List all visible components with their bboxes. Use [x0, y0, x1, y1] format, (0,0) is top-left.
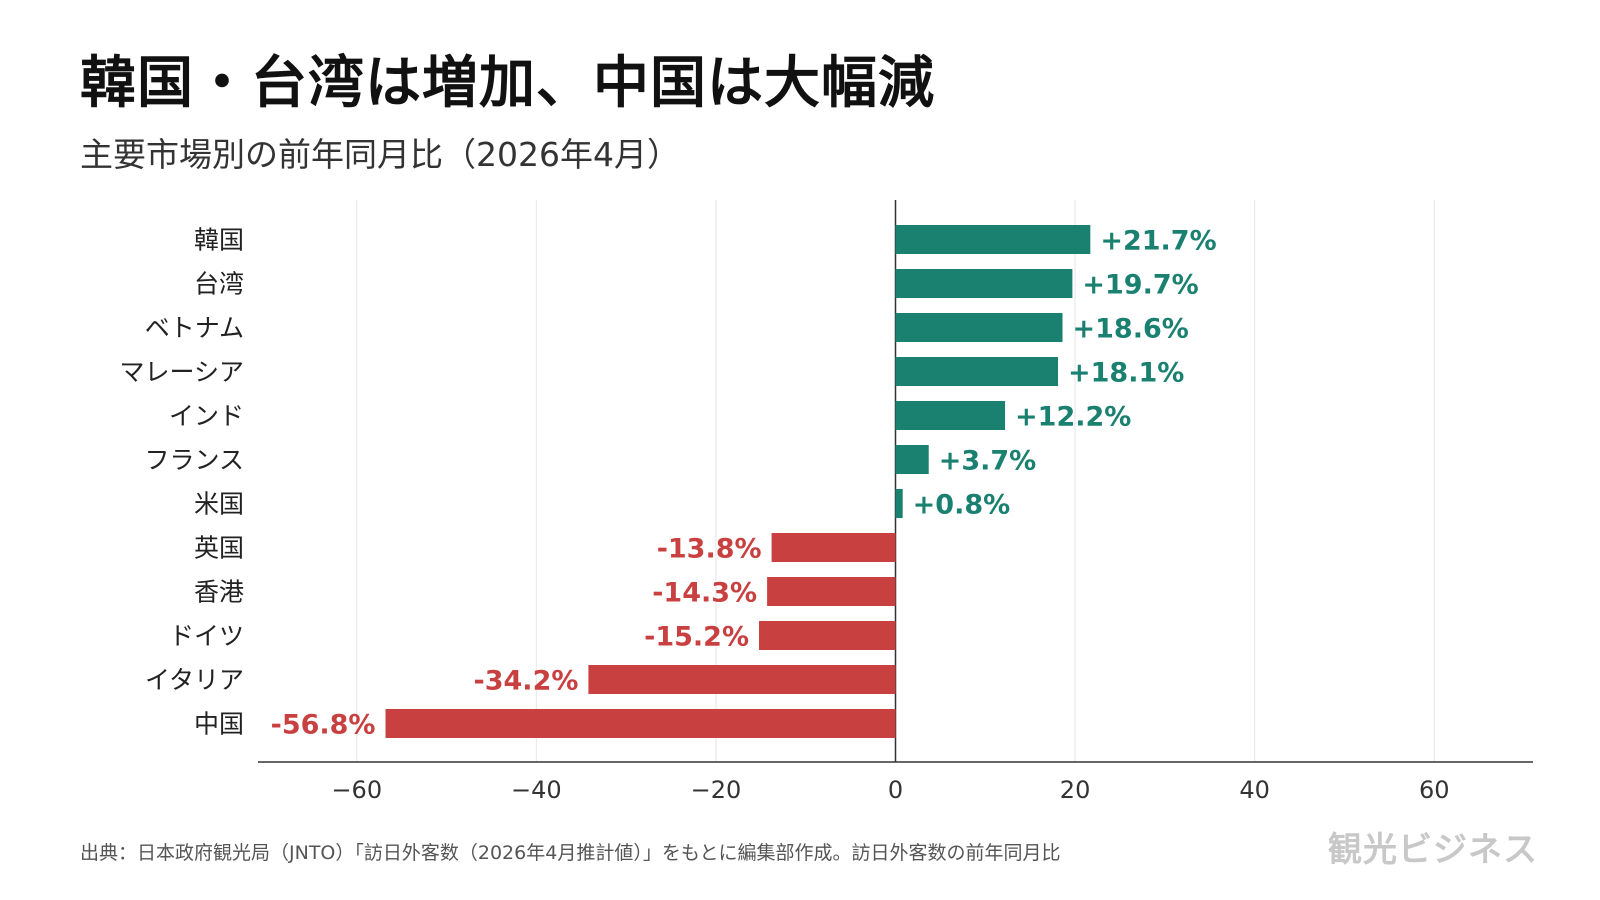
category-label: 香港: [194, 578, 244, 607]
data-label: +3.7%: [939, 446, 1037, 477]
x-tick-label: −40: [511, 776, 562, 804]
data-label: +18.6%: [1073, 314, 1189, 345]
x-tick-label: −60: [331, 776, 382, 804]
x-tick-label: 40: [1239, 776, 1270, 804]
x-tick-label: −20: [691, 776, 742, 804]
data-label: +12.2%: [1015, 402, 1131, 433]
category-label: イタリア: [145, 666, 244, 695]
bar: [895, 357, 1059, 386]
page-subtitle: 主要市場別の前年同月比（2026年4月）: [80, 135, 680, 174]
bar: [895, 489, 903, 518]
bar: [895, 269, 1073, 298]
category-label: 台湾: [194, 270, 244, 299]
category-label: フランス: [144, 446, 244, 475]
category-label: ベトナム: [145, 314, 244, 343]
data-label: +21.7%: [1100, 226, 1216, 257]
data-label: +0.8%: [913, 490, 1011, 521]
data-label: +18.1%: [1068, 358, 1184, 389]
category-label: 中国: [194, 710, 244, 739]
category-label: インド: [169, 402, 244, 431]
category-label: 米国: [194, 490, 244, 519]
category-label: ドイツ: [169, 622, 244, 651]
bar: [759, 621, 896, 650]
x-tick-label: 60: [1419, 776, 1450, 804]
data-label: -13.8%: [657, 534, 762, 565]
bar: [895, 445, 929, 474]
data-label: +19.7%: [1082, 270, 1198, 301]
category-label: マレーシア: [119, 358, 244, 387]
category-label: 韓国: [194, 226, 244, 255]
bar: [385, 709, 896, 738]
source-note: 出典：日本政府観光局（JNTO）「訪日外客数（2026年4月推計値）」をもとに編…: [80, 842, 1061, 864]
bar: [767, 577, 896, 606]
data-label: -15.2%: [644, 622, 749, 653]
page-title: 韓国・台湾は増加、中国は大幅減: [80, 51, 935, 116]
data-label: -34.2%: [474, 666, 579, 697]
bar: [771, 533, 896, 562]
bar: [895, 401, 1006, 430]
data-label: -14.3%: [652, 578, 757, 609]
bar: [895, 225, 1091, 254]
x-tick-label: 0: [888, 776, 903, 804]
x-tick-label: 20: [1060, 776, 1091, 804]
bar: [588, 665, 896, 694]
category-label: 英国: [194, 534, 244, 563]
brand-logo: 観光ビジネス: [1328, 830, 1538, 870]
bar: [895, 313, 1063, 342]
data-label: -56.8%: [271, 710, 376, 741]
